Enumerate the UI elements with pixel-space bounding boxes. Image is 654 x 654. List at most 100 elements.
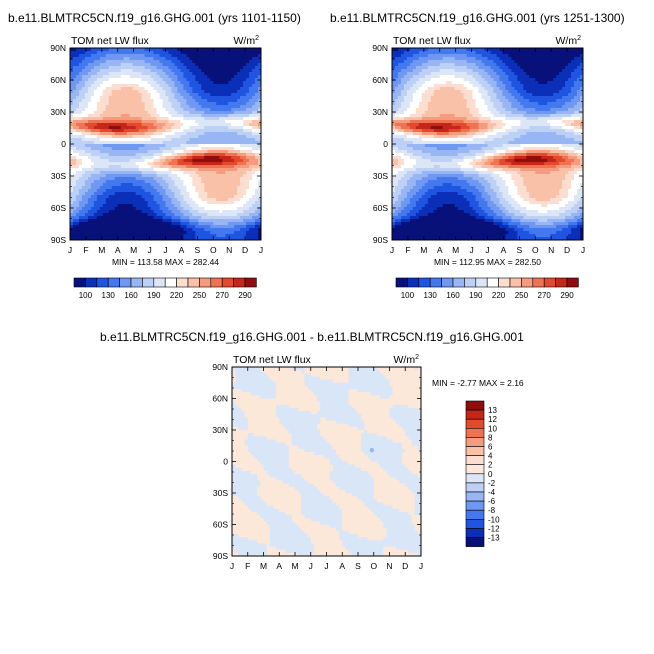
- field-cell: [493, 69, 498, 73]
- field-cell: [174, 177, 179, 181]
- field-cell: [186, 204, 190, 208]
- field-cell: [484, 54, 489, 58]
- field-cell: [96, 129, 101, 133]
- field-cell: [243, 93, 247, 97]
- field-cell: [472, 60, 477, 64]
- field-cell: [99, 129, 104, 133]
- field-cell: [165, 60, 170, 64]
- field-cell: [213, 195, 217, 199]
- field-cell: [171, 96, 176, 100]
- field-cell: [84, 81, 89, 85]
- field-cell: [138, 111, 143, 115]
- field-cell: [93, 228, 98, 232]
- field-cell: [427, 75, 432, 79]
- field-cell: [436, 75, 441, 79]
- field-cell: [571, 78, 575, 82]
- field-cell: [132, 87, 137, 91]
- field-cell: [481, 60, 486, 64]
- field-cell: [451, 75, 456, 79]
- field-cell: [216, 111, 220, 115]
- field-cell: [249, 66, 253, 70]
- field-cell: [114, 66, 119, 70]
- field-cell: [204, 138, 208, 142]
- field-cell: [147, 126, 152, 130]
- field-cell: [553, 69, 557, 73]
- field-cell: [168, 234, 173, 238]
- field-cell: [466, 66, 471, 70]
- field-cell: [102, 105, 107, 109]
- field-cell: [442, 81, 447, 85]
- field-cell: [201, 195, 205, 199]
- field-cell: [207, 234, 211, 238]
- field-cell: [156, 219, 161, 223]
- field-cell: [183, 51, 187, 55]
- field-cell: [207, 165, 211, 169]
- field-cell: [225, 111, 229, 115]
- field-cell: [463, 60, 468, 64]
- field-cell: [228, 108, 232, 112]
- field-cell: [117, 213, 122, 217]
- field-cell: [111, 48, 116, 52]
- field-cell: [246, 198, 250, 202]
- field-cell: [70, 216, 74, 220]
- field-cell: [126, 90, 131, 94]
- field-cell: [102, 180, 107, 184]
- field-cell: [222, 141, 226, 145]
- field-cell: [186, 114, 190, 118]
- field-cell: [249, 75, 253, 79]
- field-cell: [78, 210, 83, 214]
- field-cell: [201, 234, 205, 238]
- field-cell: [559, 84, 563, 88]
- field-cell: [102, 132, 107, 136]
- field-cell: [75, 135, 80, 139]
- field-cell: [487, 81, 492, 85]
- field-cell: [442, 87, 447, 91]
- field-cell: [165, 99, 170, 103]
- field-cell: [123, 213, 128, 217]
- field-cell: [544, 60, 548, 64]
- field-cell: [189, 228, 193, 232]
- field-cell: [147, 219, 152, 223]
- field-cell: [252, 165, 256, 169]
- field-cell: [70, 228, 74, 232]
- field-cell: [198, 201, 202, 205]
- field-cell: [222, 105, 226, 109]
- field-cell: [544, 72, 548, 76]
- field-cell: [207, 87, 211, 91]
- field-cell: [138, 120, 143, 124]
- field-cell: [523, 75, 527, 79]
- field-cell: [547, 84, 551, 88]
- field-cell: [144, 216, 149, 220]
- field-cell: [484, 57, 489, 61]
- field-cell: [111, 99, 116, 103]
- field-cell: [565, 54, 569, 58]
- field-cell: [222, 162, 226, 166]
- field-cell: [499, 72, 504, 76]
- field-cell: [105, 54, 110, 58]
- field-cell: [180, 177, 184, 181]
- field-cell: [114, 147, 119, 151]
- field-cell: [105, 186, 110, 190]
- field-cell: [568, 63, 572, 67]
- field-cell: [81, 144, 86, 148]
- field-cell: [240, 171, 244, 175]
- field-cell: [538, 87, 542, 91]
- field-cell: [159, 135, 164, 139]
- field-cell: [201, 135, 205, 139]
- field-cell: [159, 234, 164, 238]
- field-cell: [135, 99, 140, 103]
- field-cell: [475, 72, 480, 76]
- field-cell: [231, 204, 235, 208]
- field-cell: [511, 78, 515, 82]
- field-cell: [201, 138, 205, 142]
- field-cell: [225, 237, 229, 240]
- field-cell: [189, 150, 193, 154]
- field-cell: [228, 51, 232, 55]
- field-cell: [427, 57, 432, 61]
- field-cell: [189, 156, 193, 160]
- field-cell: [207, 168, 211, 172]
- field-cell: [162, 192, 167, 196]
- field-cell: [141, 198, 146, 202]
- field-cell: [180, 84, 184, 88]
- field-cell: [216, 207, 220, 211]
